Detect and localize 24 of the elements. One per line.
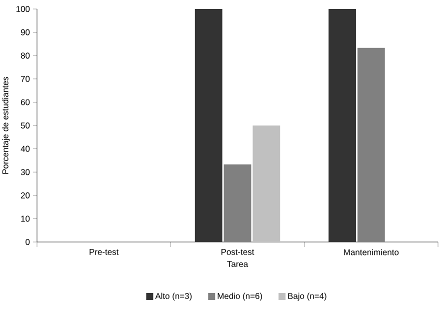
y-tick-label: 90 [20,29,30,36]
y-axis-title: Porcentaje de estudiantes [2,76,10,174]
y-tick-label: 100 [16,6,30,12]
y-tick-label: 0 [26,239,30,245]
y-tick-label: 70 [21,76,30,82]
legend-label: Alto (n=3) [155,292,192,301]
x-tick-label: Pre-test [90,249,119,255]
legend-label: Medio (n=6) [218,292,262,301]
y-tick-label: 20 [20,192,30,198]
y-tick-label: 60 [21,99,30,106]
x-tick-label: Post-test [221,249,254,255]
bar [224,164,252,242]
y-tick-label: 80 [20,52,30,59]
y-tick-label: 30 [20,169,30,176]
legend-label: Bajo (n=4) [288,292,326,301]
y-tick-label: 40 [20,146,30,152]
bar [194,8,222,242]
x-axis-title: Tarea [227,261,248,267]
y-tick-label: 10 [21,216,30,222]
x-tick-label: Mantenimiento [344,249,399,256]
bar [357,48,385,242]
bar [328,8,356,242]
bar [252,125,280,242]
y-tick-label: 50 [20,122,30,128]
